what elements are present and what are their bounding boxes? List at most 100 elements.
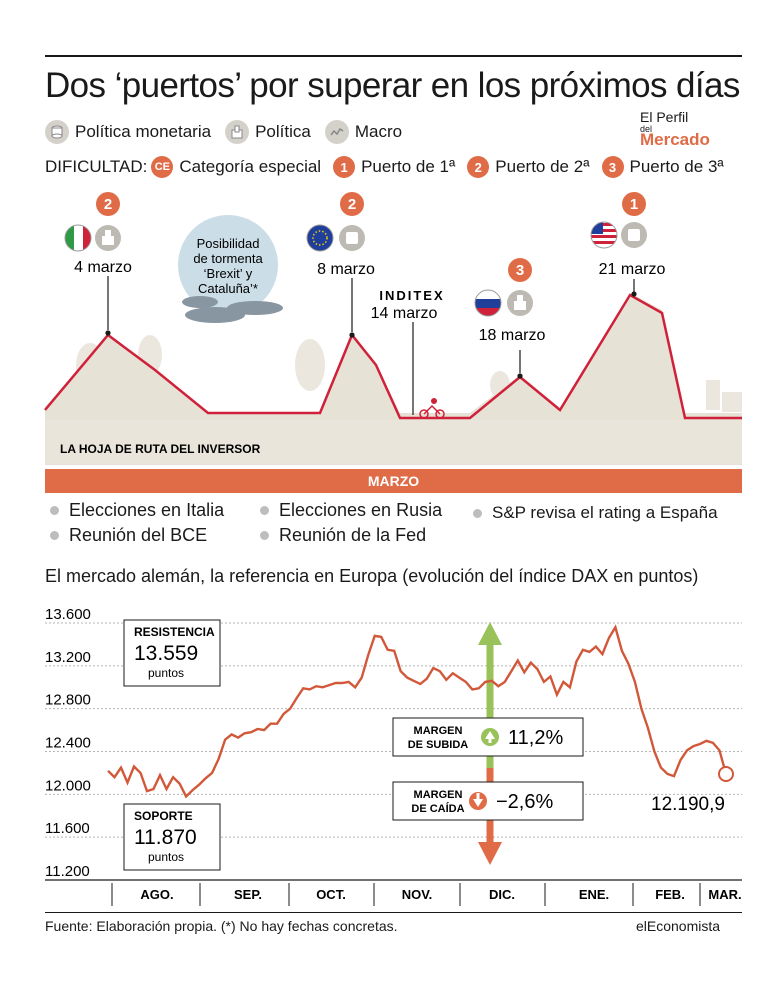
difficulty-legend: DIFICULTAD: CE Categoría especial 1 Puer… — [45, 154, 724, 180]
y-tick-label: 13.200 — [45, 649, 91, 666]
x-tick-label: AGO. — [140, 887, 173, 902]
margin-down-box: MARGEN DE CAÍDA −2,6% — [392, 781, 584, 821]
last-value-marker — [718, 765, 734, 782]
route-caption: LA HOJA DE RUTA DEL INVERSOR — [60, 442, 261, 456]
x-tick-label: SEP. — [234, 887, 262, 902]
legend-monetary: Política monetaria — [45, 120, 211, 144]
difficulty-badge — [508, 258, 532, 282]
support-value: 11.870 — [134, 826, 197, 849]
month-bar: MARZO — [45, 469, 742, 493]
publisher-brand: elEconomista — [636, 918, 721, 934]
difficulty-text: Puerto de 1ª — [361, 157, 456, 176]
x-tick-label: NOV. — [402, 887, 433, 902]
y-tick-label: 12.000 — [45, 777, 91, 794]
y-tick-label: 11.600 — [45, 820, 90, 837]
difficulty-text: Puerto de 3ª — [629, 157, 724, 176]
svg-text:DE CAÍDA: DE CAÍDA — [411, 802, 464, 815]
peak-4-marzo: 2 4 marzo — [64, 192, 132, 276]
x-tick-label: ENE. — [579, 887, 609, 902]
peak-date: 4 marzo — [74, 259, 132, 276]
x-tick-label: FEB. — [655, 887, 685, 902]
peak-21-marzo: 1 21 marzo — [590, 192, 666, 278]
peak-8-marzo: 2 8 marzo — [306, 192, 375, 278]
route-line — [44, 293, 742, 420]
event-item: Elecciones en Rusia — [260, 500, 442, 521]
inditex-logo: INDITEX — [379, 288, 444, 303]
source-note: Fuente: Elaboración propia. (*) No hay f… — [45, 918, 398, 934]
peak-date: 18 marzo — [479, 327, 546, 344]
y-tick-label: 12.800 — [45, 692, 91, 709]
support-label: SOPORTE — [134, 809, 193, 823]
resistance-unit: puntos — [148, 666, 184, 680]
legend-label: Macro — [354, 122, 403, 141]
difficulty-badge: 2 — [467, 156, 490, 178]
legend-label: Política monetaria — [75, 122, 212, 141]
difficulty-badge — [96, 192, 120, 216]
legend-politics: Política — [225, 120, 311, 144]
resistance-value: 13.559 — [134, 642, 198, 665]
resistance-box: RESISTENCIA 13.559 puntos — [123, 619, 221, 687]
peak-18-marzo: 3 18 marzo — [474, 258, 546, 344]
eu-flag — [306, 224, 334, 252]
badge-number: 2 — [348, 196, 356, 213]
difficulty-text: Categoría especial — [179, 157, 322, 176]
storm-text: ‘Brexit’ y — [204, 266, 253, 281]
peak-date: 8 marzo — [317, 261, 375, 278]
route-profile: Posibilidad de tormenta ‘Brexit’ y Catal… — [44, 192, 742, 465]
chart-title: El mercado alemán, la referencia en Euro… — [45, 566, 699, 586]
event-list: Elecciones en Italia Elecciones en Rusia… — [45, 500, 745, 550]
margin-up-value: 11,2% — [508, 727, 563, 749]
difficulty-badge — [622, 192, 646, 216]
coins-stack-icon — [45, 120, 69, 144]
margin-up-box: MARGEN DE SUBIDA 11,2% — [392, 717, 584, 757]
pointer-lines — [105, 276, 637, 415]
badge-number: 1 — [630, 196, 638, 213]
italy-flag — [64, 224, 92, 252]
category-legend: Política monetaria Política Macro — [45, 118, 416, 146]
y-tick-label: 13.600 — [45, 606, 91, 623]
difficulty-badge — [340, 192, 364, 216]
y-tick-label: 11.200 — [45, 863, 90, 880]
ballot-box-icon — [225, 120, 250, 144]
svg-text:DE SUBIDA: DE SUBIDA — [408, 739, 469, 751]
bottom-rule — [45, 912, 742, 913]
peak-date: 14 marzo — [371, 305, 438, 322]
last-value-label: 12.190,9 — [651, 794, 725, 815]
x-tick-label: MAR. — [708, 887, 741, 902]
x-tick-label: OCT. — [316, 887, 346, 902]
dax-series-line — [107, 624, 728, 799]
storm-text: Posibilidad — [197, 236, 260, 251]
event-item: S&P revisa el rating a España — [473, 503, 718, 523]
badge-number: 3 — [516, 262, 524, 279]
storm-cloud — [178, 215, 283, 323]
margin-down-value: −2,6% — [496, 791, 553, 813]
difficulty-badge: 3 — [601, 156, 624, 178]
zigzag-line-icon — [324, 120, 349, 144]
support-unit: puntos — [148, 850, 184, 864]
svg-text:MARGEN: MARGEN — [414, 725, 463, 737]
russia-flag — [474, 289, 502, 317]
brand-logo: El Perfil del Mercado — [640, 109, 710, 149]
dax-line-chart: 11.200 11.600 12.000 12.400 12.800 13.200 13.6… — [45, 606, 742, 906]
cyclist-icon — [419, 398, 445, 419]
storm-text: de tormenta — [193, 251, 263, 266]
peak-date: 21 marzo — [599, 261, 666, 278]
road-band — [45, 420, 742, 464]
difficulty-text: Puerto de 2ª — [495, 157, 590, 176]
event-item: Elecciones en Italia — [50, 500, 224, 521]
difficulty-badge: 1 — [333, 156, 356, 178]
y-tick-label: 12.400 — [45, 735, 91, 752]
difficulty-badge: CE — [151, 156, 174, 178]
page-title: Dos ‘puertos’ por superar en los próximo… — [45, 66, 740, 105]
difficulty-label: DIFICULTAD: — [45, 157, 148, 176]
event-item: Reunión del BCE — [50, 525, 207, 546]
usa-flag — [590, 221, 618, 249]
top-rule — [45, 55, 742, 57]
svg-text:MARGEN: MARGEN — [414, 789, 463, 801]
event-item: Reunión de la Fed — [260, 525, 426, 546]
storm-text: Cataluña’* — [198, 281, 258, 296]
badge-number: 2 — [104, 196, 112, 213]
resistance-label: RESISTENCIA — [134, 625, 215, 639]
support-box: SOPORTE 11.870 puntos — [123, 803, 221, 871]
x-tick-label: DIC. — [489, 887, 515, 902]
